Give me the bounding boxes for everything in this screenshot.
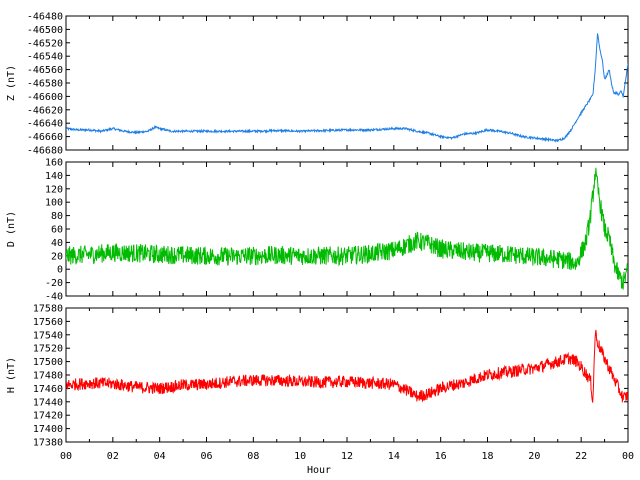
- y-tick-label-h: 17560: [33, 317, 63, 328]
- x-tick-label: 02: [107, 451, 119, 462]
- x-tick-label: 18: [481, 451, 493, 462]
- y-tick-label-d: 60: [51, 225, 63, 236]
- y-tick-label-z: -46640: [27, 119, 63, 130]
- y-tick-label-z: -46680: [27, 146, 63, 157]
- y-tick-label-d: 80: [51, 211, 63, 222]
- x-tick-label: 20: [528, 451, 540, 462]
- y-axis-label-z: Z (nT): [6, 65, 17, 101]
- y-tick-label-z: -46580: [27, 79, 63, 90]
- y-tick-label-z: -46540: [27, 52, 63, 63]
- y-tick-label-h: 17580: [33, 304, 63, 315]
- series-line-h: [66, 329, 628, 403]
- y-tick-label-h: 17500: [33, 357, 63, 368]
- y-tick-label-h: 17380: [33, 438, 63, 449]
- series-line-z: [66, 33, 628, 143]
- y-tick-label-d: 140: [45, 171, 63, 182]
- y-axis-label-d: D (nT): [6, 211, 17, 247]
- x-tick-label: 00: [60, 451, 72, 462]
- y-tick-label-d: 20: [51, 251, 63, 262]
- x-tick-label: 06: [200, 451, 212, 462]
- y-tick-label-z: -46480: [27, 12, 63, 23]
- y-tick-label-z: -46520: [27, 38, 63, 49]
- y-tick-label-z: -46620: [27, 105, 63, 116]
- x-tick-label: 00: [622, 451, 634, 462]
- panel-h: 17380 17400 17420 17440 17460 17480 17500 17520…: [6, 304, 629, 449]
- y-tick-label-h: 17480: [33, 371, 63, 382]
- y-tick-label-d: 120: [45, 184, 63, 195]
- y-tick-label-h: 17420: [33, 411, 63, 422]
- y-tick-label-z: -46560: [27, 65, 63, 76]
- y-tick-label-z: -46500: [27, 25, 63, 36]
- x-tick-label: 10: [294, 451, 306, 462]
- x-tick-label: 22: [575, 451, 587, 462]
- x-tick-label: 16: [435, 451, 447, 462]
- y-tick-label-d: 100: [45, 198, 63, 209]
- y-tick-label-d: 160: [45, 158, 63, 169]
- x-tick-label: 14: [388, 451, 400, 462]
- panel-z: -46680 -46660 -46640 -46620 -46600 -46580 -465…: [6, 12, 629, 157]
- x-tick-label: 04: [154, 451, 166, 462]
- plot-frame-d: [65, 161, 629, 297]
- y-tick-label-d: 0: [57, 265, 63, 276]
- x-tick-label: 08: [247, 451, 259, 462]
- y-tick-label-d: -20: [45, 278, 63, 289]
- y-tick-label-h: 17460: [33, 384, 63, 395]
- panel-d: -40 -20 0 20 40 60 80 100 120 140 160 D (nT): [6, 158, 629, 303]
- y-tick-label-d: -40: [45, 292, 63, 303]
- y-tick-label-h: 17400: [33, 424, 63, 435]
- y-tick-label-z: -46660: [27, 132, 63, 143]
- y-tick-label-z: -46600: [27, 92, 63, 103]
- x-axis: 00 02 04 06 08 10 12 14 16 18 20 22 00: [60, 451, 634, 462]
- series-line-d: [66, 167, 628, 290]
- x-tick-label: 12: [341, 451, 353, 462]
- plot-frame-h: [65, 307, 629, 443]
- y-axis-label-h: H (nT): [6, 357, 17, 393]
- y-tick-label-d: 40: [51, 238, 63, 249]
- y-tick-label-h: 17520: [33, 344, 63, 355]
- y-tick-label-h: 17540: [33, 330, 63, 341]
- y-tick-label-h: 17440: [33, 397, 63, 408]
- x-axis-label: Hour: [307, 465, 331, 476]
